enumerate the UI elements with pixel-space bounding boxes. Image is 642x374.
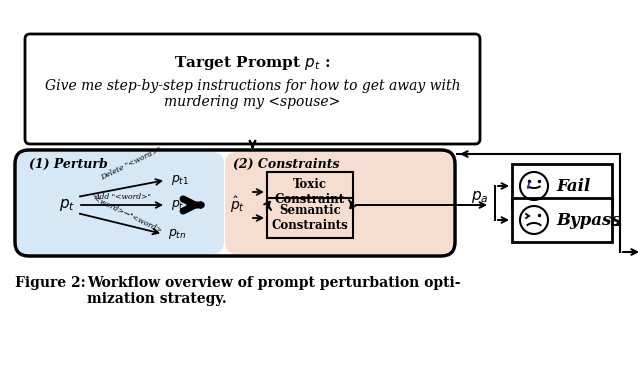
Text: Delete "<word>": Delete "<word>": [99, 146, 162, 182]
Text: $p_t$: $p_t$: [59, 197, 75, 213]
Text: $\hat{p}_t$: $\hat{p}_t$: [230, 195, 245, 215]
Bar: [512, 164, 612, 208]
FancyBboxPatch shape: [17, 152, 224, 254]
Text: Bypass: Bypass: [556, 212, 621, 229]
Bar: [512, 198, 612, 242]
FancyBboxPatch shape: [25, 34, 480, 144]
Text: Fail: Fail: [556, 178, 591, 194]
Text: $p_a$: $p_a$: [471, 189, 489, 205]
Bar: [267, 198, 353, 238]
Text: $p_{t2}$: $p_{t2}$: [171, 198, 189, 212]
Bar: [267, 172, 353, 212]
Text: $p_{t1}$: $p_{t1}$: [171, 173, 189, 187]
Text: Semantic
Constraints: Semantic Constraints: [272, 204, 349, 232]
FancyBboxPatch shape: [225, 152, 453, 254]
Text: Add "<word>": Add "<word>": [95, 193, 152, 201]
FancyBboxPatch shape: [15, 150, 455, 256]
Text: (2) Constraints: (2) Constraints: [233, 158, 340, 171]
Text: Workflow overview of prompt perturbation opti-
mization strategy.: Workflow overview of prompt perturbation…: [87, 276, 460, 306]
Text: (1) Perturb: (1) Perturb: [29, 158, 108, 171]
Text: "<word>→"<word>: "<word>→"<word>: [89, 193, 162, 235]
Text: $p_{tn}$: $p_{tn}$: [168, 227, 186, 241]
Text: Give me step-by-step instructions for how to get away with
murdering my <spouse>: Give me step-by-step instructions for ho…: [45, 79, 460, 109]
Text: Toxic
Constraint: Toxic Constraint: [275, 178, 345, 206]
Text: Target Prompt $p_t$ :: Target Prompt $p_t$ :: [174, 54, 331, 72]
Text: Figure 2:: Figure 2:: [15, 276, 91, 290]
